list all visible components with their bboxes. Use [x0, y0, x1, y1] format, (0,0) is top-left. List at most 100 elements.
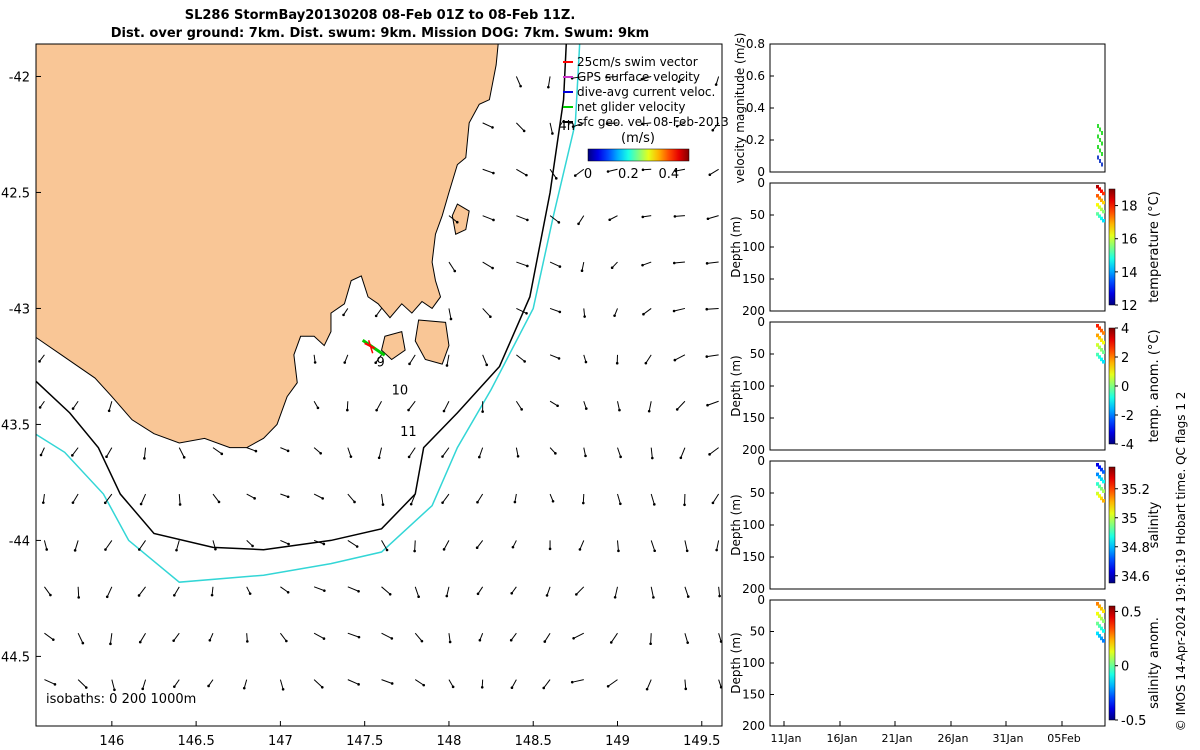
- y-tick-label: 42.5: [1, 186, 30, 201]
- land-mass: [36, 44, 499, 449]
- geo-velocity-arrowhead: [706, 217, 710, 221]
- profile-point: [1100, 198, 1103, 203]
- geo-velocity-arrowhead: [580, 269, 584, 273]
- geo-velocity-arrowhead: [103, 501, 107, 505]
- colorbar-tick-label: 0.5: [1121, 605, 1142, 620]
- geo-velocity-arrowhead: [551, 132, 554, 135]
- geo-velocity-arrowhead: [677, 80, 681, 83]
- geo-velocity-arrow: [173, 586, 180, 596]
- x-tick-label: 148.5: [515, 734, 552, 749]
- profile-point: [1096, 621, 1099, 626]
- geo-velocity-arrow: [381, 493, 384, 505]
- geo-velocity-arrow: [347, 447, 352, 457]
- geo-velocity-arrow: [707, 215, 719, 220]
- geo-velocity-arrow: [712, 122, 720, 131]
- geo-velocity-arrow: [375, 308, 382, 317]
- geo-velocity-arrowhead: [714, 83, 718, 86]
- colorbar-label: (m/s): [621, 131, 655, 146]
- geo-velocity-arrowhead: [513, 500, 517, 504]
- geo-velocity-arrow: [477, 586, 484, 595]
- geo-velocity-arrowhead: [407, 408, 410, 412]
- geo-velocity-arrowhead: [81, 641, 85, 645]
- geo-velocity-arrow: [138, 586, 146, 596]
- geo-velocity-arrow: [104, 493, 113, 504]
- profile-point: [1102, 219, 1105, 223]
- geo-velocity-arrowhead: [543, 640, 547, 643]
- geo-velocity-arrow: [77, 632, 84, 644]
- geo-velocity-arrow: [549, 400, 558, 407]
- velocity-point: [1101, 162, 1103, 167]
- geo-velocity-arrowhead: [442, 409, 446, 413]
- x-tick-label: 149.5: [683, 734, 720, 749]
- geo-velocity-arrowhead: [641, 215, 645, 219]
- geo-velocity-arrow: [609, 215, 618, 221]
- geo-velocity-arrow: [706, 307, 719, 310]
- geo-velocity-arrow: [476, 540, 484, 548]
- geo-velocity-arrow: [443, 401, 450, 412]
- geo-velocity-arrow: [39, 354, 45, 362]
- geo-velocity-arrow: [511, 679, 517, 688]
- geo-velocity-arrowhead: [357, 635, 361, 639]
- colorbar-tick-label: 0: [1121, 380, 1129, 395]
- geo-velocity-arrowhead: [609, 641, 613, 644]
- geo-velocity-arrow: [44, 632, 54, 641]
- geo-velocity-arrow: [106, 586, 113, 597]
- geo-velocity-arrowhead: [581, 501, 585, 505]
- geo-velocity-arrowhead: [653, 503, 656, 506]
- geo-velocity-arrow: [139, 632, 146, 643]
- geo-velocity-arrow: [543, 679, 551, 689]
- geo-velocity-arrowhead: [684, 687, 688, 691]
- geo-velocity-arrow: [674, 354, 686, 361]
- profile-point: [1096, 212, 1099, 216]
- geo-velocity-arrow: [648, 401, 652, 412]
- geo-velocity-arrow: [549, 354, 560, 359]
- geo-velocity-arrow: [77, 679, 87, 688]
- geo-velocity-arrow: [707, 261, 719, 264]
- profile-point: [1100, 626, 1103, 631]
- geo-velocity-arrowhead: [342, 313, 345, 317]
- geo-velocity-arrow: [375, 354, 382, 364]
- profile-point: [1096, 611, 1099, 616]
- geo-velocity-arrow: [650, 447, 653, 459]
- geo-velocity-arrowhead: [445, 364, 449, 367]
- track-hour-label: 10: [392, 383, 409, 398]
- geo-velocity-arrow: [516, 354, 525, 362]
- title-line-2: Dist. over ground: 7km. Dist. swum: 9km.…: [110, 26, 650, 41]
- panel-frame: [769, 43, 1106, 173]
- geo-velocity-arrow: [40, 447, 45, 456]
- profile-point: [1102, 191, 1105, 196]
- geo-velocity-arrowhead: [453, 269, 457, 273]
- velocity-point: [1097, 124, 1099, 128]
- profile-point: [1098, 484, 1101, 489]
- x-tick-label: 146: [99, 734, 124, 749]
- geo-velocity-arrowhead: [673, 215, 677, 218]
- y-tick-label: 200: [742, 443, 765, 457]
- colorbar-tick-label: 4: [1121, 322, 1129, 337]
- panel-frame: [769, 599, 1106, 727]
- legend-label: net glider velocity: [577, 100, 685, 114]
- geo-velocity-arrowhead: [608, 218, 611, 222]
- geo-velocity-arrowhead: [285, 639, 288, 643]
- y-tick-label: 50: [750, 625, 765, 639]
- geo-velocity-arrow: [684, 633, 689, 643]
- geo-velocity-arrowhead: [172, 639, 175, 642]
- geo-velocity-arrow: [515, 76, 522, 87]
- geo-velocity-arrowhead: [409, 502, 413, 506]
- geo-velocity-arrowhead: [45, 548, 49, 551]
- geo-velocity-arrow: [408, 447, 416, 458]
- geo-velocity-arrow: [641, 75, 652, 80]
- profile-point: [1102, 360, 1105, 364]
- data-points: [1097, 124, 1103, 167]
- geo-velocity-arrow: [715, 76, 720, 85]
- profile-point: [1096, 324, 1099, 328]
- geo-velocity-arrow: [642, 215, 652, 218]
- geo-velocity-arrowhead: [492, 171, 495, 175]
- geo-velocity-arrow: [448, 633, 451, 643]
- geo-velocity-arrowhead: [640, 77, 644, 81]
- geo-velocity-arrowhead: [509, 638, 513, 642]
- geo-velocity-arrow: [108, 401, 113, 411]
- geo-velocity-arrowhead: [137, 594, 141, 597]
- profile-point: [1102, 200, 1105, 205]
- geo-velocity-arrow: [482, 354, 488, 366]
- geo-velocity-arrowhead: [686, 595, 690, 598]
